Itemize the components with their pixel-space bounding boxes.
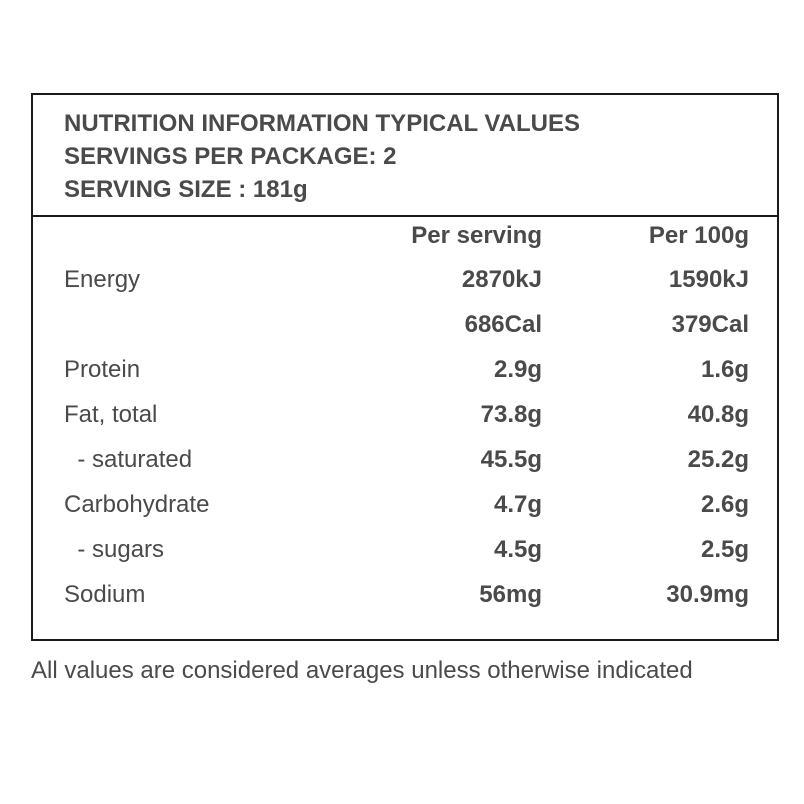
serving-size: SERVING SIZE : 181g	[64, 176, 308, 203]
nutrition-title: NUTRITION INFORMATION TYPICAL VALUES	[64, 110, 580, 137]
saturated-per-serving: 45.5g	[480, 446, 542, 473]
protein-per-100g: 1.6g	[700, 356, 749, 383]
servings-per-package: SERVINGS PER PACKAGE: 2	[64, 143, 397, 170]
sodium-per-100g: 30.9mg	[666, 581, 749, 608]
row-label-sugars: - sugars	[64, 536, 165, 563]
row-label-saturated: - saturated	[64, 446, 193, 473]
energy-kj-per-serving: 2870kJ	[461, 266, 542, 293]
row-label-fat-total: Fat, total	[64, 401, 158, 428]
column-header-per-100g: Per 100g	[648, 222, 749, 249]
saturated-per-100g: 25.2g	[687, 446, 749, 473]
carbohydrate-per-100g: 2.6g	[700, 491, 749, 518]
nutrition-table: Per serving Per 100g Energy 2870kJ 1590k…	[33, 217, 777, 639]
row-label-sodium: Sodium	[64, 581, 146, 608]
footnote: All values are considered averages unles…	[31, 657, 693, 684]
sodium-per-serving: 56mg	[479, 581, 542, 608]
row-label-protein: Protein	[64, 356, 141, 383]
carbohydrate-per-serving: 4.7g	[493, 491, 542, 518]
column-header-per-serving: Per serving	[411, 222, 542, 249]
row-label-energy: Energy	[64, 266, 141, 293]
fat-total-per-serving: 73.8g	[480, 401, 542, 428]
energy-cal-per-serving: 686Cal	[464, 311, 542, 338]
sugars-per-serving: 4.5g	[493, 536, 542, 563]
nutrition-panel: NUTRITION INFORMATION TYPICAL VALUES SER…	[31, 93, 779, 641]
sugars-per-100g: 2.5g	[700, 536, 749, 563]
energy-cal-per-100g: 379Cal	[671, 311, 749, 338]
protein-per-serving: 2.9g	[493, 356, 542, 383]
row-label-carbohydrate: Carbohydrate	[64, 491, 210, 518]
fat-total-per-100g: 40.8g	[687, 401, 749, 428]
nutrition-header: NUTRITION INFORMATION TYPICAL VALUES SER…	[33, 95, 777, 217]
energy-kj-per-100g: 1590kJ	[668, 266, 749, 293]
